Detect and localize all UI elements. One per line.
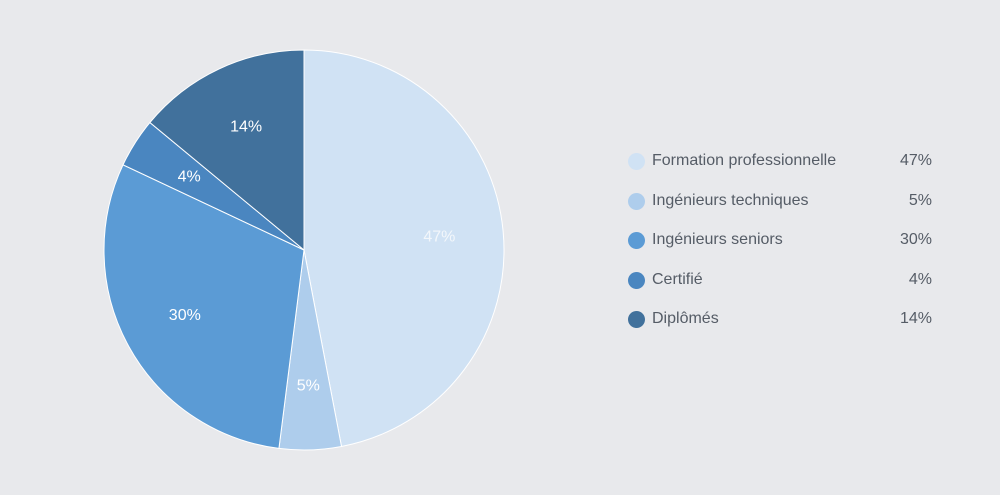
legend-value: 14% [899,310,932,327]
legend-value: 4% [908,270,932,288]
legend-swatch [628,311,645,328]
legend-value: 5% [908,191,932,209]
legend-item: Diplômés 14% [628,309,934,349]
pie-slice [103,164,305,449]
legend-value: 47% [899,152,932,169]
legend-value: 30% [899,231,932,248]
legend-label: Diplômés [652,310,719,327]
legend-swatch [628,192,645,210]
slice-data-label: 30% [169,307,201,324]
chart-legend: Formation professionnelle 47% Ingénieurs… [628,151,934,349]
pie-slice [303,49,505,448]
slice-data-label: 5% [297,377,320,394]
legend-item: Formation professionnelle 47% [628,151,934,191]
legend-item: Certifié 4% [628,270,934,310]
legend-label: Ingénieurs techniques [652,191,809,209]
slice-data-label: 47% [423,229,455,246]
pie-slice [149,49,305,252]
legend-label: Certifié [652,270,703,288]
legend-label: Formation professionnelle [652,152,837,169]
legend-item: Ingénieurs techniques 5% [628,191,934,231]
legend-swatch [628,153,645,170]
legend-swatch [628,271,645,289]
legend-swatch [628,232,645,249]
slice-data-label: 14% [230,118,262,135]
legend-item: Ingénieurs seniors 30% [628,230,934,270]
slice-data-label: 4% [178,169,201,186]
legend-label: Ingénieurs seniors [652,231,783,248]
